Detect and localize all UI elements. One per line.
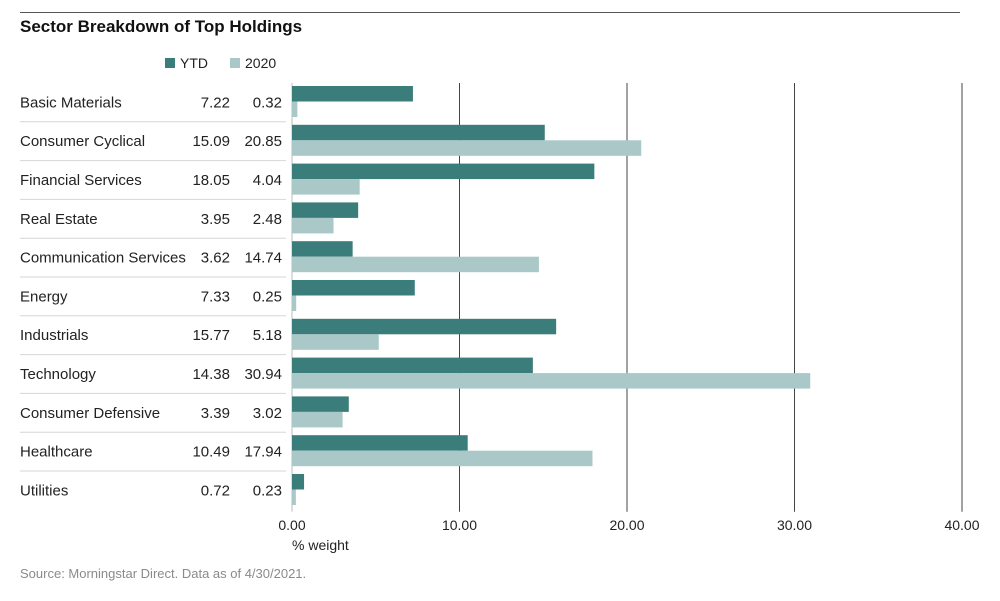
bar-2020 — [292, 101, 298, 117]
bar-ytd — [292, 474, 305, 490]
ytd-value-label: 0.72 — [201, 482, 230, 499]
category-label: Communication Services — [20, 250, 186, 267]
source-note: Source: Morningstar Direct. Data as of 4… — [20, 566, 307, 581]
bar-2020 — [292, 411, 343, 428]
x-tick-label: 30.00 — [777, 517, 812, 533]
ytd-value-label: 18.05 — [192, 172, 230, 189]
ytd-value-label: 7.33 — [201, 288, 230, 305]
y2020-value-label: 5.18 — [253, 327, 282, 344]
category-label: Basic Materials — [20, 94, 122, 111]
bar-ytd — [292, 163, 595, 180]
bar-2020 — [292, 489, 296, 505]
ytd-value-label: 15.09 — [192, 133, 230, 150]
y2020-value-label: 30.94 — [244, 366, 282, 383]
y2020-value-label: 0.32 — [253, 94, 282, 111]
y2020-value-label: 17.94 — [244, 444, 282, 461]
legend-label-ytd: YTD — [180, 55, 208, 71]
bar-2020 — [292, 450, 593, 467]
category-label: Industrials — [20, 327, 88, 344]
bar-2020 — [292, 256, 539, 273]
bar-ytd — [292, 86, 413, 102]
category-label: Utilities — [20, 482, 68, 499]
top-rule — [20, 12, 960, 13]
bar-ytd — [292, 396, 349, 412]
x-tick-label: 0.00 — [278, 517, 305, 533]
y2020-value-label: 0.25 — [253, 288, 282, 305]
bar-ytd — [292, 241, 353, 257]
x-tick-label: 10.00 — [442, 517, 477, 533]
bar-2020 — [292, 179, 360, 195]
ytd-value-label: 10.49 — [192, 444, 230, 461]
category-label: Technology — [20, 366, 96, 383]
bar-ytd — [292, 202, 359, 218]
legend-item-ytd: YTD — [165, 55, 208, 71]
legend: YTD 2020 — [165, 55, 290, 71]
ytd-value-label: 3.62 — [201, 250, 230, 267]
bar-ytd — [292, 280, 415, 296]
bar-2020 — [292, 217, 334, 234]
x-tick-label: 20.00 — [609, 517, 644, 533]
category-label: Consumer Defensive — [20, 405, 160, 422]
x-tick-label: 40.00 — [944, 517, 979, 533]
category-label: Consumer Cyclical — [20, 133, 145, 150]
chart-title: Sector Breakdown of Top Holdings — [20, 17, 303, 36]
y2020-value-label: 0.23 — [253, 482, 282, 499]
y2020-value-label: 4.04 — [253, 172, 282, 189]
ytd-value-label: 14.38 — [192, 366, 230, 383]
x-axis-title: % weight — [292, 537, 349, 553]
ytd-value-label: 15.77 — [192, 327, 230, 344]
ytd-value-label: 3.95 — [201, 211, 230, 228]
bar-ytd — [292, 357, 533, 374]
category-label: Real Estate — [20, 211, 98, 228]
category-label: Energy — [20, 288, 68, 305]
legend-item-2020: 2020 — [230, 55, 276, 71]
y2020-value-label: 20.85 — [244, 133, 282, 150]
category-label: Healthcare — [20, 444, 93, 461]
y2020-value-label: 14.74 — [244, 250, 282, 267]
category-label: Financial Services — [20, 172, 142, 189]
bar-ytd — [292, 318, 557, 335]
bar-2020 — [292, 140, 642, 156]
legend-swatch-2020 — [230, 58, 240, 68]
bar-2020 — [292, 373, 811, 389]
bar-ytd — [292, 435, 468, 451]
y2020-value-label: 2.48 — [253, 211, 282, 228]
y2020-value-label: 3.02 — [253, 405, 282, 422]
bar-ytd — [292, 124, 545, 141]
bar-2020 — [292, 334, 379, 350]
legend-swatch-ytd — [165, 58, 175, 68]
bar-2020 — [292, 295, 297, 311]
ytd-value-label: 7.22 — [201, 94, 230, 111]
legend-label-2020: 2020 — [245, 55, 277, 71]
ytd-value-label: 3.39 — [201, 405, 230, 422]
